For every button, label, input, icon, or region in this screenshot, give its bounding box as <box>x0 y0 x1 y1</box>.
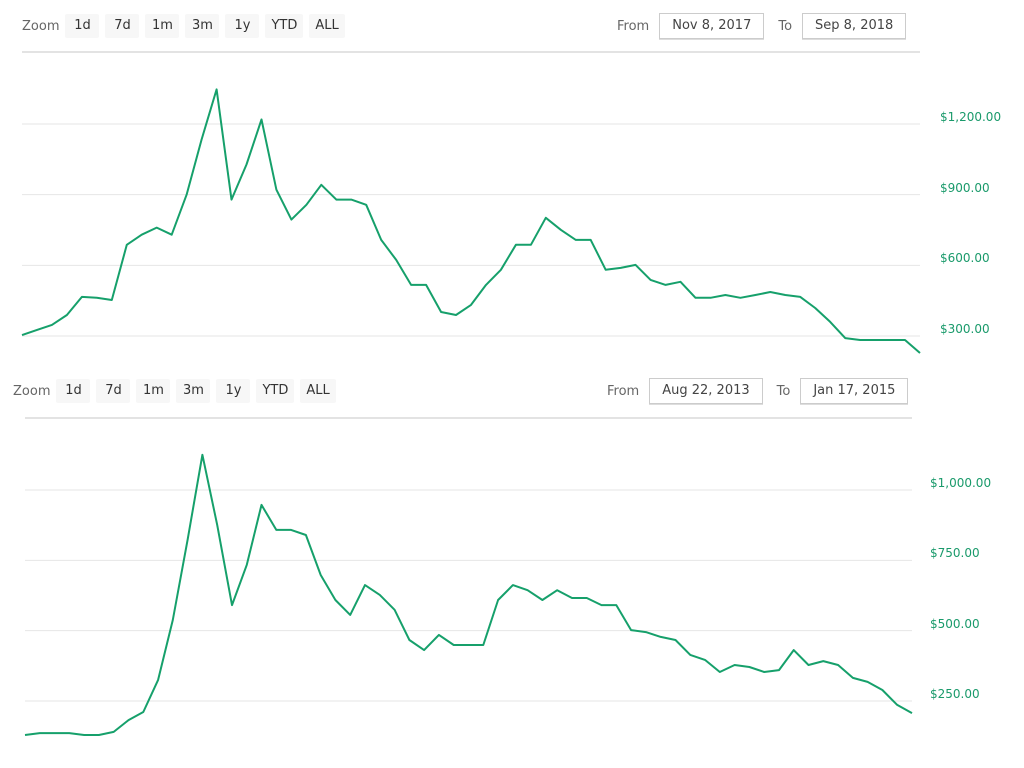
zoom-ytd-button[interactable]: YTD <box>265 14 304 38</box>
zoom-all-button[interactable]: ALL <box>309 14 345 38</box>
zoom-1y-button[interactable]: 1y <box>225 14 260 38</box>
zoom-1m-button[interactable]: 1m <box>136 379 171 403</box>
to-date-input[interactable]: Sep 8, 2018 <box>802 13 907 39</box>
zoom-ytd-button[interactable]: YTD <box>256 379 295 403</box>
zoom-toolbar-1: Zoom 1d 7d 1m 3m 1y YTD ALL <box>22 13 351 39</box>
price-series-line <box>24 453 913 736</box>
zoom-1d-button[interactable]: 1d <box>65 14 100 38</box>
y-tick-label: $1,200.00 <box>940 110 1002 124</box>
from-date-input[interactable]: Aug 22, 2013 <box>649 378 763 404</box>
y-tick-label: $900.00 <box>940 180 990 195</box>
zoom-3m-button[interactable]: 3m <box>185 14 220 38</box>
zoom-toolbar-2: Zoom 1d 7d 1m 3m 1y YTD ALL <box>13 378 342 404</box>
y-tick-label: $600.00 <box>940 251 990 266</box>
zoom-all-button[interactable]: ALL <box>300 379 336 403</box>
zoom-7d-button[interactable]: 7d <box>105 14 140 38</box>
zoom-1y-button[interactable]: 1y <box>216 379 251 403</box>
zoom-7d-button[interactable]: 7d <box>96 379 131 403</box>
zoom-1d-button[interactable]: 1d <box>56 379 91 403</box>
from-label: From <box>617 18 650 34</box>
y-tick-label: $1,000.00 <box>930 476 992 490</box>
zoom-3m-button[interactable]: 3m <box>176 379 211 403</box>
from-date-input[interactable]: Nov 8, 2017 <box>659 13 765 39</box>
from-label: From <box>607 383 640 399</box>
to-date-input[interactable]: Jan 17, 2015 <box>800 378 909 404</box>
zoom-1m-button[interactable]: 1m <box>145 14 180 38</box>
zoom-label: Zoom <box>13 383 51 399</box>
date-range-1: From Nov 8, 2017 To Sep 8, 2018 <box>617 13 907 39</box>
to-label: To <box>778 18 793 34</box>
price-series-line <box>21 88 921 354</box>
y-tick-label: $750.00 <box>930 546 980 561</box>
y-tick-label: $250.00 <box>930 687 980 701</box>
zoom-label: Zoom <box>22 18 60 34</box>
y-tick-label: $500.00 <box>930 616 980 631</box>
y-tick-label: $300.00 <box>940 322 990 336</box>
date-range-2: From Aug 22, 2013 To Jan 17, 2015 <box>607 378 909 404</box>
to-label: To <box>776 383 791 399</box>
